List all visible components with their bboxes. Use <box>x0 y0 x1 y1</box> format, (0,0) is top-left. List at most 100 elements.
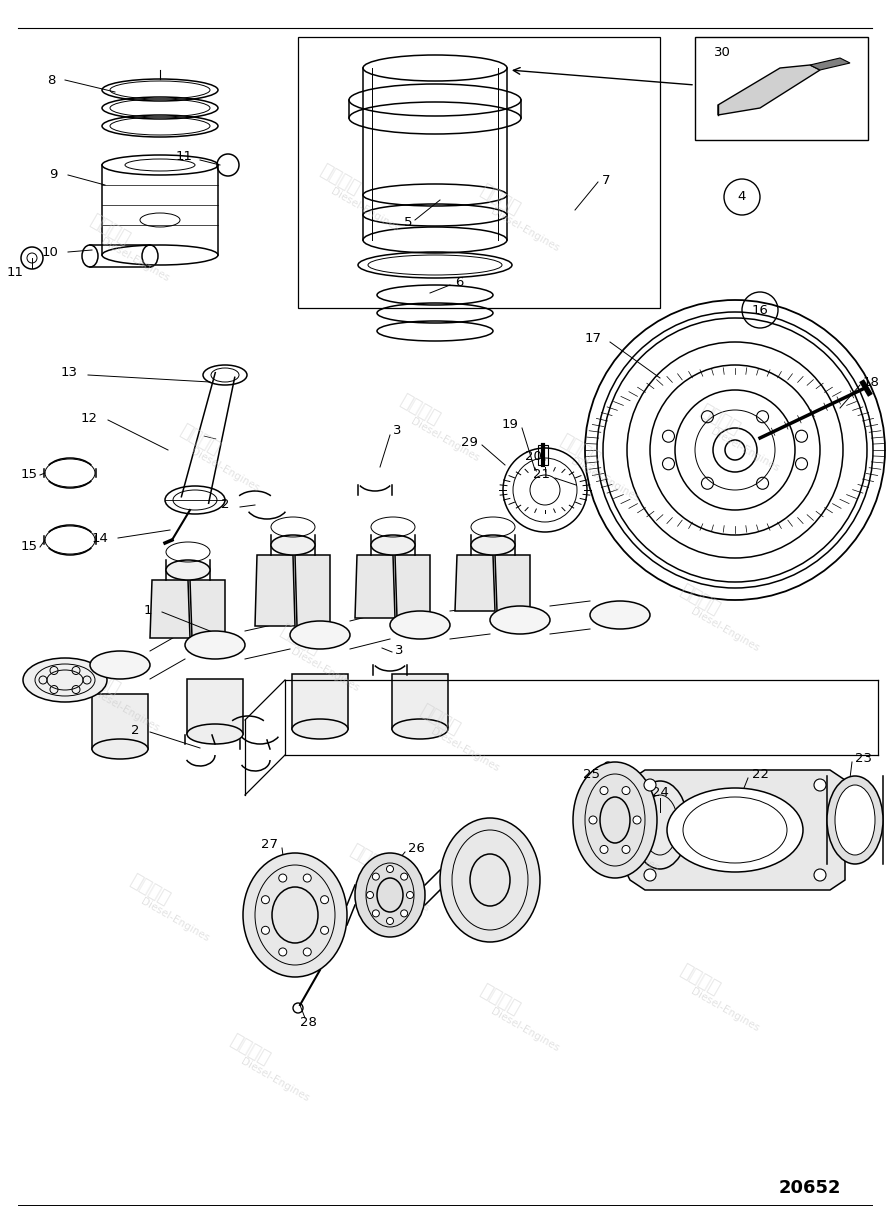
Ellipse shape <box>392 719 448 739</box>
Text: 紫发动力: 紫发动力 <box>677 961 723 999</box>
Circle shape <box>814 779 826 791</box>
Text: 紫发动力: 紫发动力 <box>677 582 723 618</box>
Ellipse shape <box>471 535 515 555</box>
Text: 紫发动力: 紫发动力 <box>127 871 174 909</box>
Text: 27: 27 <box>261 838 278 852</box>
Text: 紫发动力: 紫发动力 <box>557 431 603 469</box>
Ellipse shape <box>835 785 875 855</box>
Circle shape <box>644 869 656 881</box>
Text: 17: 17 <box>585 333 602 345</box>
Circle shape <box>262 895 270 904</box>
Ellipse shape <box>187 724 243 744</box>
Text: 紫发动力: 紫发动力 <box>317 162 363 198</box>
Text: 紫发动力: 紫发动力 <box>397 391 443 429</box>
Text: Diesel-Engines: Diesel-Engines <box>289 646 361 694</box>
Text: 26: 26 <box>408 842 425 855</box>
Text: 紫发动力: 紫发动力 <box>347 842 393 878</box>
Text: 16: 16 <box>751 304 768 316</box>
Bar <box>538 445 548 465</box>
Text: Diesel-Engines: Diesel-Engines <box>429 727 501 774</box>
Circle shape <box>644 779 656 791</box>
Text: 3: 3 <box>395 644 403 656</box>
Text: 20652: 20652 <box>779 1179 841 1197</box>
Text: 21: 21 <box>533 469 550 481</box>
Ellipse shape <box>23 659 107 702</box>
Circle shape <box>386 865 393 872</box>
Polygon shape <box>392 674 448 729</box>
Text: Diesel-Engines: Diesel-Engines <box>489 1006 561 1053</box>
Text: Diesel-Engines: Diesel-Engines <box>239 1056 311 1103</box>
Text: 1: 1 <box>143 604 152 616</box>
Circle shape <box>407 892 414 899</box>
Polygon shape <box>92 694 148 748</box>
Circle shape <box>589 816 597 824</box>
Circle shape <box>600 846 608 853</box>
Text: 12: 12 <box>81 412 98 424</box>
Circle shape <box>303 874 311 882</box>
Text: Diesel-Engines: Diesel-Engines <box>409 417 481 464</box>
Ellipse shape <box>271 535 315 555</box>
Ellipse shape <box>166 560 210 580</box>
Text: 23: 23 <box>855 752 872 764</box>
Text: 紫发动力: 紫发动力 <box>227 1032 273 1068</box>
Text: 9: 9 <box>50 169 58 181</box>
Text: 20: 20 <box>525 450 542 463</box>
Text: 5: 5 <box>403 215 412 228</box>
Text: Diesel-Engines: Diesel-Engines <box>689 987 761 1034</box>
Circle shape <box>622 786 630 795</box>
Bar <box>298 36 660 307</box>
Ellipse shape <box>827 776 883 864</box>
Circle shape <box>262 926 270 934</box>
Polygon shape <box>718 64 820 115</box>
Text: 22: 22 <box>752 769 769 781</box>
Text: 紫发动力: 紫发动力 <box>477 982 523 1018</box>
Text: 紫发动力: 紫发动力 <box>87 211 134 249</box>
Text: 25: 25 <box>583 769 600 781</box>
Circle shape <box>372 910 379 917</box>
Text: 15: 15 <box>21 541 38 554</box>
Circle shape <box>372 874 379 880</box>
Ellipse shape <box>573 762 657 878</box>
Polygon shape <box>810 58 850 70</box>
Circle shape <box>303 948 311 956</box>
Text: Diesel-Engines: Diesel-Engines <box>569 457 641 504</box>
Text: 13: 13 <box>61 367 78 379</box>
Circle shape <box>400 874 408 880</box>
Text: 10: 10 <box>41 245 58 259</box>
Ellipse shape <box>632 781 688 869</box>
Text: 4: 4 <box>738 191 746 203</box>
Polygon shape <box>150 580 190 638</box>
Polygon shape <box>292 674 348 729</box>
Ellipse shape <box>90 651 150 679</box>
Circle shape <box>386 917 393 925</box>
Text: 紫发动力: 紫发动力 <box>77 661 123 699</box>
Ellipse shape <box>290 621 350 649</box>
Ellipse shape <box>590 601 650 629</box>
Bar <box>695 36 868 140</box>
Text: 2: 2 <box>222 498 230 512</box>
Text: Diesel-Engines: Diesel-Engines <box>189 446 261 493</box>
Circle shape <box>320 895 328 904</box>
Circle shape <box>633 816 641 824</box>
Polygon shape <box>455 555 495 611</box>
Ellipse shape <box>390 611 450 639</box>
Text: 24: 24 <box>651 786 668 799</box>
Text: 紫发动力: 紫发动力 <box>577 802 623 838</box>
Polygon shape <box>295 555 330 626</box>
Text: 紫发动力: 紫发动力 <box>477 181 523 219</box>
Text: 紫发动力: 紫发动力 <box>277 621 323 659</box>
Polygon shape <box>355 555 395 618</box>
Circle shape <box>367 892 374 899</box>
Polygon shape <box>190 580 225 638</box>
Polygon shape <box>395 555 430 618</box>
Text: 11: 11 <box>176 151 193 164</box>
Ellipse shape <box>371 535 415 555</box>
Text: 14: 14 <box>91 531 108 544</box>
Text: Diesel-Engines: Diesel-Engines <box>99 237 171 283</box>
Text: Diesel-Engines: Diesel-Engines <box>359 866 431 914</box>
Ellipse shape <box>185 631 245 659</box>
Text: Diesel-Engines: Diesel-Engines <box>689 606 761 654</box>
Circle shape <box>814 869 826 881</box>
Polygon shape <box>255 555 295 626</box>
Text: 29: 29 <box>461 435 478 448</box>
